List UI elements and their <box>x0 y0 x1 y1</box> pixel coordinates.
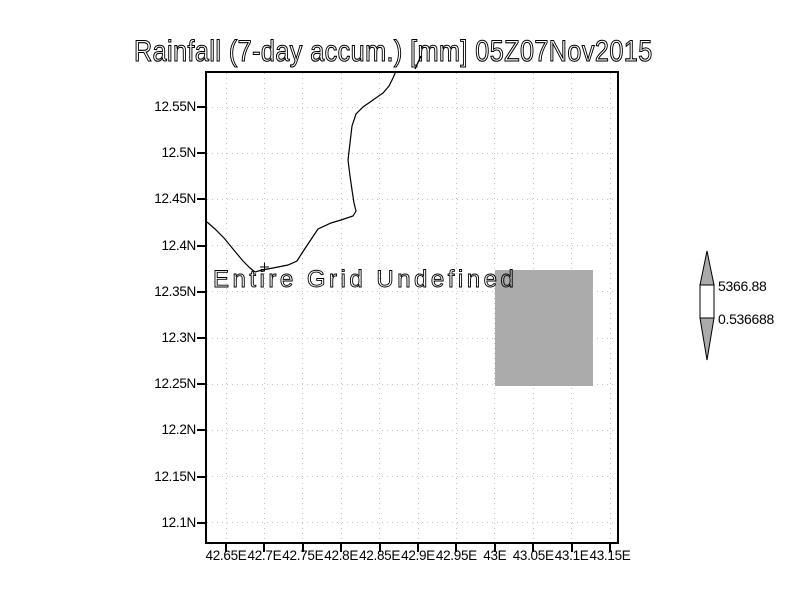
lon-tick-label: 43.05E <box>512 548 554 563</box>
lat-gridline <box>207 291 617 293</box>
lon-gridline <box>379 73 381 542</box>
lon-tick <box>493 544 496 552</box>
lon-tick <box>417 544 419 552</box>
lon-tick <box>455 544 458 552</box>
lon-gridline <box>263 73 265 542</box>
lon-gridline <box>340 73 342 542</box>
lon-tick <box>301 544 304 552</box>
lat-gridline <box>207 383 617 385</box>
lat-tick <box>197 152 206 155</box>
lon-tick-label: 43E <box>483 548 507 563</box>
undefined-region-fill <box>495 270 593 386</box>
lon-tick-label: 42.85E <box>359 548 401 563</box>
lon-tick <box>340 544 343 552</box>
lat-tick <box>197 244 206 247</box>
lon-gridline <box>455 73 457 542</box>
lat-tick <box>197 337 206 339</box>
lon-tick-label: 42.9E <box>401 548 435 563</box>
lat-gridline <box>207 245 617 247</box>
lon-tick <box>532 544 535 552</box>
lon-gridline <box>417 73 419 542</box>
lat-tick <box>197 429 206 432</box>
lat-gridline <box>207 522 617 524</box>
lat-tick-label: 12.2N <box>161 422 196 438</box>
lat-tick-label: 12.5N <box>161 145 196 161</box>
lat-tick-label: 12.4N <box>161 237 196 253</box>
lat-gridline <box>207 198 617 200</box>
colorbar-top-arrow <box>699 250 715 286</box>
lon-tick-label: 43.1E <box>554 548 589 563</box>
lon-tick <box>225 544 227 552</box>
lat-gridline <box>207 106 617 108</box>
lon-tick-label: 42.8E <box>324 548 359 563</box>
lon-tick <box>609 544 611 552</box>
colorbar-bottom-arrow <box>699 317 715 361</box>
lat-tick-label: 12.15N <box>154 468 196 484</box>
lat-tick <box>197 198 206 201</box>
lat-tick <box>197 383 206 386</box>
lat-tick-label: 12.25N <box>154 376 196 392</box>
colorbar-box <box>699 284 715 319</box>
lon-gridline <box>302 73 304 542</box>
lon-tick <box>378 544 381 552</box>
undefined-grid-label: Entire Grid Undefined <box>213 266 518 294</box>
lat-tick-label: 12.1N <box>161 514 196 530</box>
colorbar-max-label: 5366.88 <box>718 278 767 294</box>
lon-tick-label: 43.15E <box>589 548 631 563</box>
lon-tick-label: 42.7E <box>247 548 282 563</box>
lon-tick-label: 42.65E <box>205 548 247 563</box>
lon-tick-label: 42.75E <box>282 548 324 563</box>
colorbar <box>699 250 715 361</box>
lat-tick-label: 12.35N <box>154 283 196 299</box>
lon-tick <box>570 544 573 552</box>
coastline <box>206 70 397 273</box>
lat-tick-label: 12.3N <box>161 330 196 345</box>
lat-gridline <box>207 337 617 339</box>
lat-tick <box>197 106 206 108</box>
lon-gridline <box>225 73 227 542</box>
colorbar-min-label: 0.536688 <box>718 311 774 327</box>
lat-gridline <box>207 152 617 154</box>
lat-gridline <box>207 476 617 478</box>
coastline-marker <box>260 262 269 272</box>
lon-gridline <box>494 73 496 542</box>
lat-tick <box>197 290 206 293</box>
lat-tick <box>197 475 206 478</box>
lon-tick-label: 42.95E <box>435 548 477 563</box>
plot-title: Rainfall (7-day accum.) [mm] 05Z07Nov201… <box>134 34 653 68</box>
lat-tick-label: 12.45N <box>154 191 196 207</box>
coastline-stub <box>414 55 422 70</box>
lat-tick-label: 12.55N <box>154 99 196 114</box>
lon-tick <box>263 544 266 552</box>
lat-tick <box>197 521 206 524</box>
lat-gridline <box>207 429 617 431</box>
lon-gridline <box>609 73 611 542</box>
